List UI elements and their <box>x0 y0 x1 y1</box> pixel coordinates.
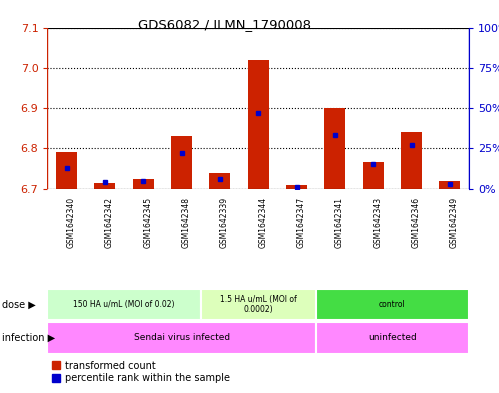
Text: GSM1642345: GSM1642345 <box>143 196 152 248</box>
FancyBboxPatch shape <box>201 289 316 320</box>
Text: GSM1642342: GSM1642342 <box>105 196 114 248</box>
FancyBboxPatch shape <box>47 289 201 320</box>
Bar <box>56 152 77 189</box>
Text: GSM1642341: GSM1642341 <box>335 196 344 248</box>
Text: 150 HA u/mL (MOI of 0.02): 150 HA u/mL (MOI of 0.02) <box>73 300 175 309</box>
Text: uninfected: uninfected <box>368 334 417 342</box>
Text: GSM1642346: GSM1642346 <box>412 196 421 248</box>
Text: dose ▶: dose ▶ <box>2 299 36 310</box>
Bar <box>94 183 115 189</box>
Text: GSM1642344: GSM1642344 <box>258 196 267 248</box>
FancyBboxPatch shape <box>316 289 469 320</box>
Bar <box>324 108 345 189</box>
Text: GSM1642339: GSM1642339 <box>220 196 229 248</box>
Text: GSM1642347: GSM1642347 <box>296 196 305 248</box>
Bar <box>171 136 192 189</box>
FancyBboxPatch shape <box>47 322 316 354</box>
Text: control: control <box>379 300 406 309</box>
Bar <box>210 173 231 189</box>
Legend: transformed count, percentile rank within the sample: transformed count, percentile rank withi… <box>52 360 230 384</box>
Text: GDS6082 / ILMN_1790008: GDS6082 / ILMN_1790008 <box>138 18 311 31</box>
Text: infection ▶: infection ▶ <box>2 333 55 343</box>
Bar <box>248 60 269 189</box>
Text: GSM1642340: GSM1642340 <box>66 196 75 248</box>
Bar <box>401 132 422 189</box>
Text: GSM1642343: GSM1642343 <box>373 196 382 248</box>
Bar <box>439 181 461 189</box>
Bar <box>133 178 154 189</box>
FancyBboxPatch shape <box>316 322 469 354</box>
Text: 1.5 HA u/mL (MOI of
0.0002): 1.5 HA u/mL (MOI of 0.0002) <box>220 295 296 314</box>
Text: GSM1642349: GSM1642349 <box>450 196 459 248</box>
Bar <box>363 162 384 189</box>
Bar <box>286 185 307 189</box>
Text: Sendai virus infected: Sendai virus infected <box>134 334 230 342</box>
Text: GSM1642348: GSM1642348 <box>182 196 191 248</box>
